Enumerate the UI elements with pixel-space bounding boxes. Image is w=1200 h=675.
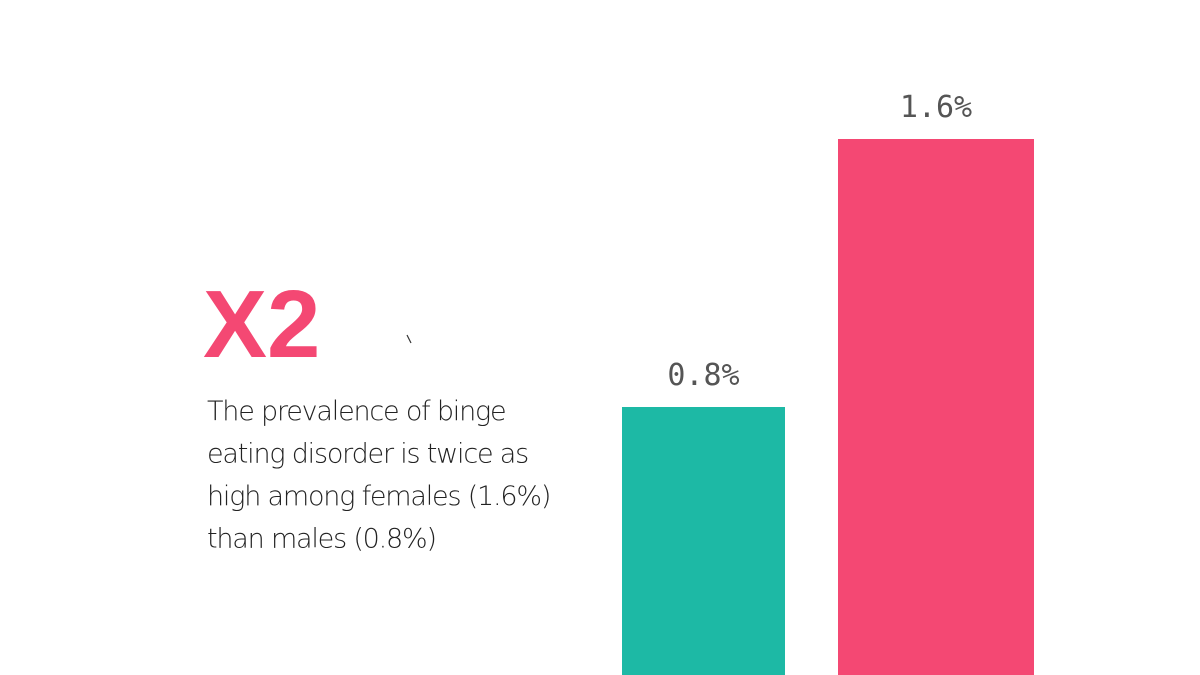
description-line: The prevalence of binge — [207, 396, 505, 427]
description-line: eating disorder is twice as — [207, 439, 528, 470]
stray-mark — [406, 334, 412, 344]
value-label: 0.8% — [667, 358, 739, 393]
description-line: than males (0.8%) — [207, 524, 436, 555]
description-line: high among females (1.6%) — [207, 481, 550, 512]
bar — [622, 407, 785, 675]
bar — [838, 139, 1034, 675]
headline: X2 — [203, 271, 320, 378]
value-label: 1.6% — [900, 90, 972, 125]
